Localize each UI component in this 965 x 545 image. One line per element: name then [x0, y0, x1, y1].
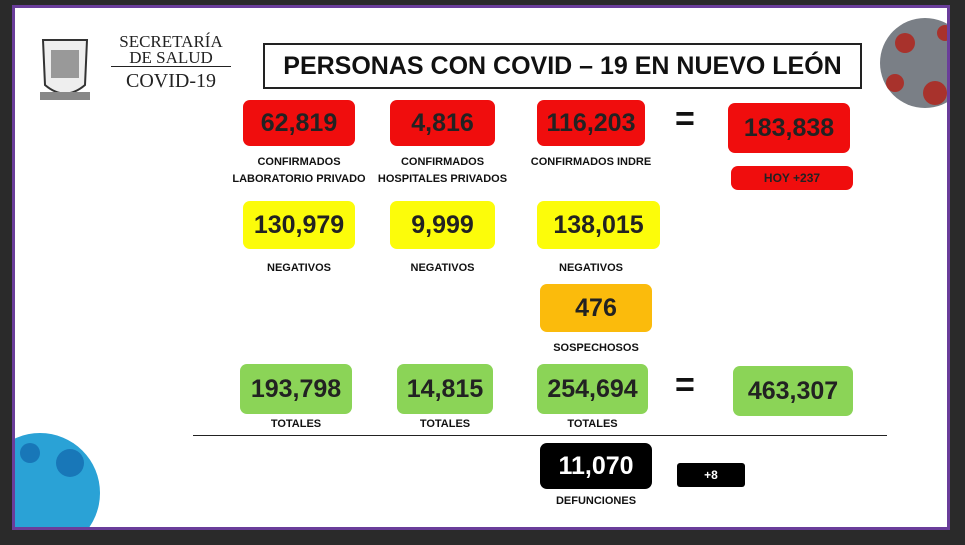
box-label: LABORATORIO PRIVADO — [232, 173, 366, 185]
value-box: 11,070 — [540, 443, 652, 489]
value-box: 476 — [540, 284, 652, 332]
equals-sign: = — [675, 100, 695, 138]
virus-decor — [15, 433, 100, 527]
box-label: NEGATIVOS — [559, 262, 623, 274]
title: PERSONAS CON COVID – 19 EN NUEVO LEÓN — [263, 43, 862, 89]
box-label: CONFIRMADOS INDRE — [530, 156, 652, 168]
value-box: 130,979 — [243, 201, 355, 249]
box-label: CONFIRMADOS — [257, 156, 341, 168]
box-label: NEGATIVOS — [267, 262, 331, 274]
box-label: NEGATIVOS — [410, 262, 475, 274]
box-label: HOSPITALES PRIVADOS — [377, 173, 508, 185]
logo-emblem — [40, 39, 90, 100]
org-name: SECRETARÍA DE SALUD COVID-19 — [111, 32, 231, 92]
value-box: 116,203 — [537, 100, 645, 146]
value-box: 14,815 — [397, 364, 493, 414]
value-box: 183,838 — [728, 103, 850, 153]
value-box: 62,819 — [243, 100, 355, 146]
equals-sign: = — [675, 366, 695, 404]
box-label: SOSPECHOSOS — [553, 342, 639, 354]
program: COVID-19 — [126, 70, 216, 92]
value-box: 4,816 — [390, 100, 495, 146]
today-badge: HOY +237 — [731, 166, 853, 190]
change-badge: +8 — [677, 463, 745, 487]
value-box: 138,015 — [537, 201, 660, 249]
org-line: DE SALUD — [111, 49, 231, 67]
org-line: SECRETARÍA — [119, 32, 223, 51]
virus-decor — [880, 18, 947, 108]
divider — [193, 435, 887, 436]
slide: SECRETARÍA DE SALUD COVID-19 PERSONAS CO… — [12, 5, 950, 530]
value-box: 463,307 — [733, 366, 853, 416]
box-label: CONFIRMADOS — [400, 156, 485, 168]
box-label: TOTALES — [419, 418, 471, 430]
box-label: TOTALES — [567, 418, 618, 430]
value-box: 193,798 — [240, 364, 352, 414]
value-box: 9,999 — [390, 201, 495, 249]
value-box: 254,694 — [537, 364, 648, 414]
box-label: TOTALES — [270, 418, 322, 430]
box-label: DEFUNCIONES — [555, 495, 637, 507]
